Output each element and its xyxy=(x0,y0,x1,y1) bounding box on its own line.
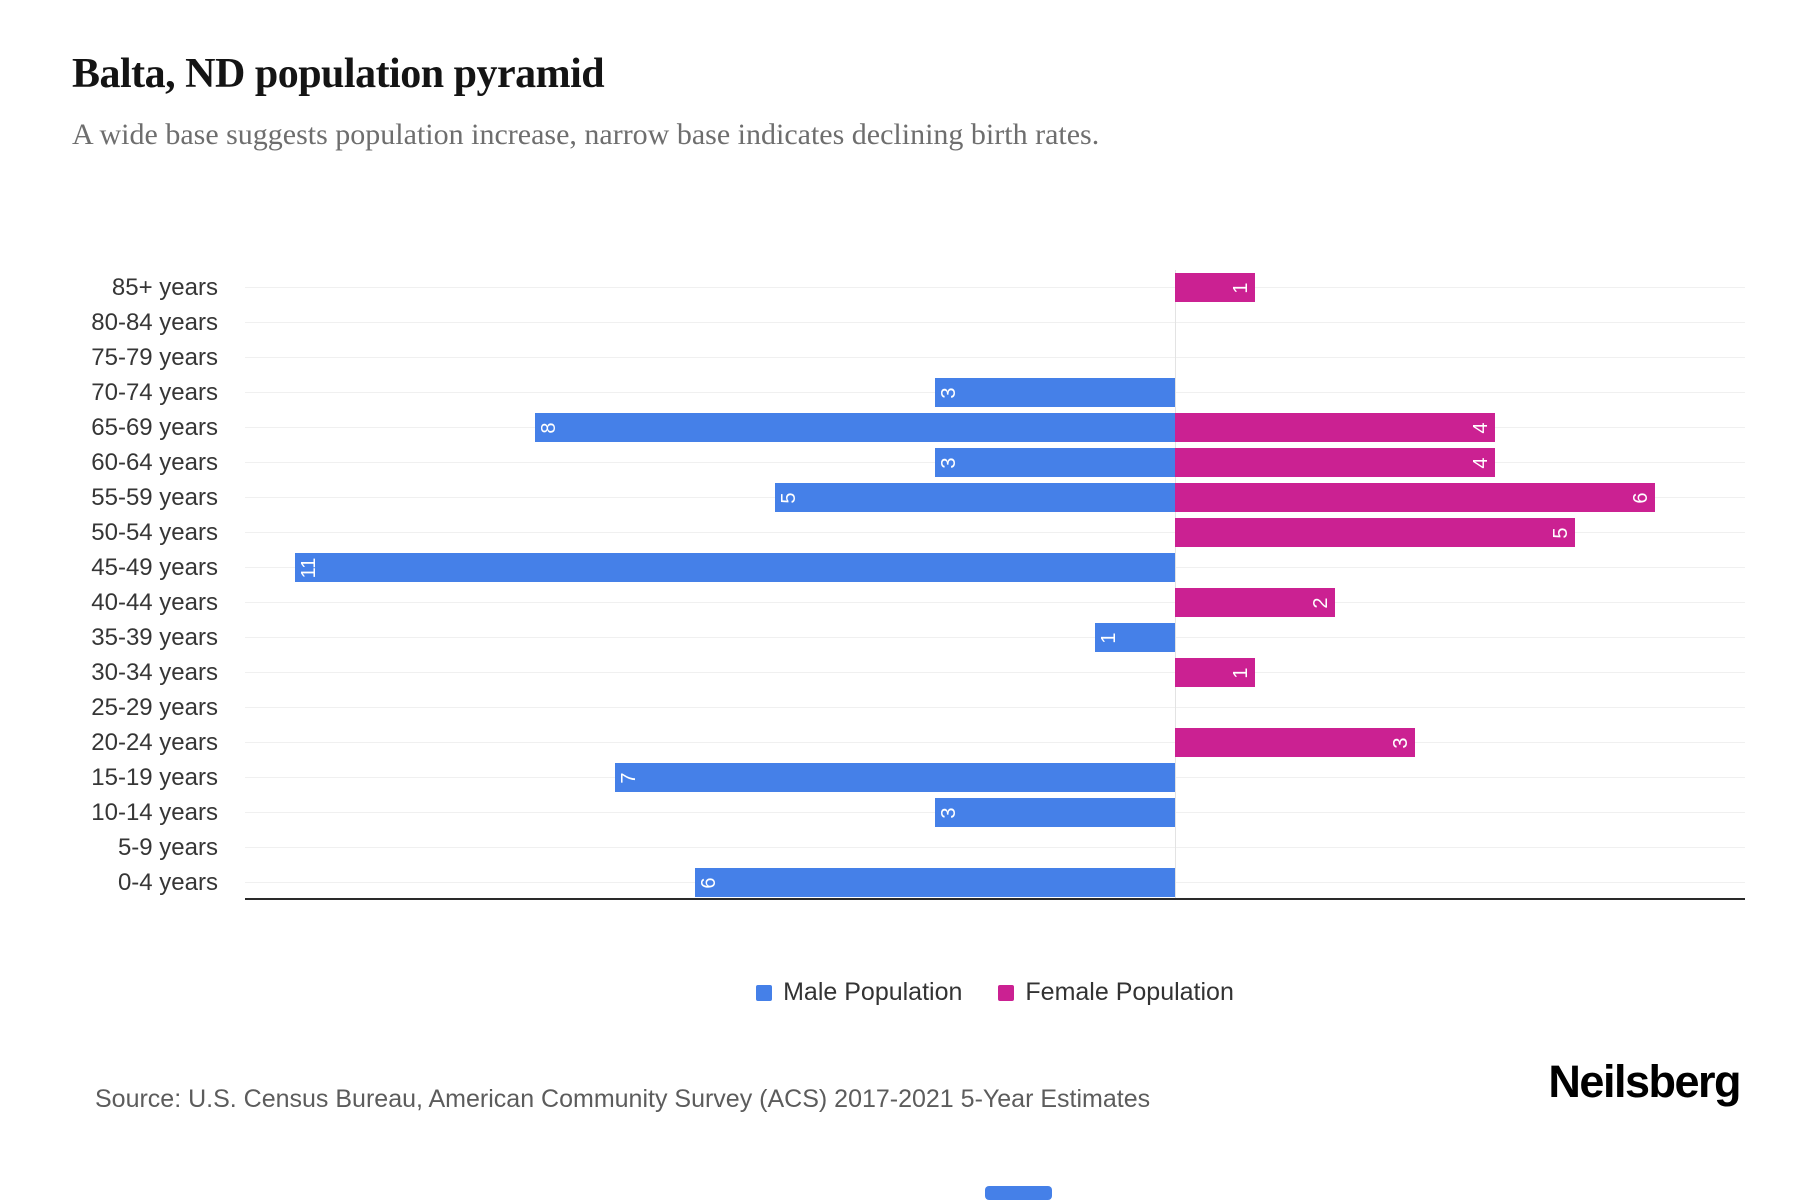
bar-value-label: 1 xyxy=(1098,631,1120,644)
row-gridline xyxy=(245,602,1745,603)
legend-item-female[interactable]: Female Population xyxy=(998,978,1234,1007)
age-label: 60-64 years xyxy=(91,449,218,476)
female-bar[interactable]: 6 xyxy=(1175,483,1655,512)
age-label: 15-19 years xyxy=(91,764,218,791)
male-bar[interactable]: 1 xyxy=(1095,623,1175,652)
age-label: 65-69 years xyxy=(91,414,218,441)
row-gridline xyxy=(245,532,1745,533)
age-label: 55-59 years xyxy=(91,484,218,511)
male-bar[interactable]: 8 xyxy=(535,413,1175,442)
age-label: 0-4 years xyxy=(117,869,218,896)
male-swatch-icon xyxy=(756,984,773,1001)
bar-value-label: 5 xyxy=(1549,526,1572,539)
male-bar[interactable]: 6 xyxy=(695,868,1175,897)
brand-logo[interactable]: Neilsberg xyxy=(1548,1056,1741,1107)
source-text: Source: U.S. Census Bureau, American Com… xyxy=(95,1085,1151,1113)
legend: Male Population Female Population xyxy=(245,978,1745,1007)
female-bar[interactable]: 4 xyxy=(1175,448,1495,477)
bar-value-label: 4 xyxy=(1469,421,1492,434)
female-bar[interactable]: 2 xyxy=(1175,588,1335,617)
row-gridline xyxy=(245,322,1745,323)
male-bar[interactable]: 11 xyxy=(295,553,1175,582)
age-label: 20-24 years xyxy=(91,729,218,756)
row-gridline xyxy=(245,637,1745,638)
row-gridline xyxy=(245,672,1745,673)
male-bar[interactable]: 7 xyxy=(615,763,1175,792)
legend-label-female: Female Population xyxy=(1025,978,1234,1006)
bar-value-label: 2 xyxy=(1309,596,1332,609)
scrollbar-thumb[interactable] xyxy=(985,1186,1052,1200)
bar-value-label: 3 xyxy=(938,806,960,819)
bar-value-label: 11 xyxy=(298,557,321,578)
row-gridline xyxy=(245,287,1745,288)
age-label: 45-49 years xyxy=(91,554,218,581)
bar-value-label: 3 xyxy=(1389,736,1412,749)
age-label: 10-14 years xyxy=(91,799,218,826)
row-gridline xyxy=(245,357,1745,358)
age-label: 35-39 years xyxy=(91,624,218,651)
bar-value-label: 3 xyxy=(938,456,960,469)
male-bar[interactable]: 3 xyxy=(935,798,1175,827)
bar-value-label: 1 xyxy=(1229,281,1252,294)
bar-value-label: 1 xyxy=(1229,666,1252,679)
y-axis-labels: 85+ years 80-84 years 75-79 years 70-74 yea… xyxy=(0,270,218,900)
bar-value-label: 6 xyxy=(1629,491,1652,504)
row-gridline xyxy=(245,847,1745,848)
bar-value-label: 5 xyxy=(778,491,801,504)
male-bar[interactable]: 5 xyxy=(775,483,1175,512)
age-label: 50-54 years xyxy=(91,519,218,546)
male-bar[interactable]: 3 xyxy=(935,378,1175,407)
bar-value-label: 4 xyxy=(1469,456,1492,469)
page-title: Balta, ND population pyramid xyxy=(72,51,605,97)
legend-item-male[interactable]: Male Population xyxy=(756,978,962,1007)
legend-label-male: Male Population xyxy=(783,978,963,1006)
age-label: 85+ years xyxy=(111,274,218,301)
bar-value-label: 8 xyxy=(538,421,561,434)
x-axis-line xyxy=(245,898,1745,900)
row-gridline xyxy=(245,742,1745,743)
bar-value-label: 7 xyxy=(618,771,641,784)
age-label: 25-29 years xyxy=(91,694,218,721)
age-label: 80-84 years xyxy=(91,309,218,336)
female-bar[interactable]: 3 xyxy=(1175,728,1415,757)
bar-value-label: 3 xyxy=(938,386,960,399)
age-label: 75-79 years xyxy=(91,344,218,371)
female-bar[interactable]: 1 xyxy=(1175,273,1255,302)
age-label: 30-34 years xyxy=(91,659,218,686)
age-label: 70-74 years xyxy=(91,379,218,406)
age-label: 40-44 years xyxy=(91,589,218,616)
female-swatch-icon xyxy=(998,984,1015,1001)
row-gridline xyxy=(245,707,1745,708)
plot-area: 1 3 8 4 3 4 5 6 5 11 2 1 1 3 7 3 6 xyxy=(245,270,1745,900)
female-bar[interactable]: 4 xyxy=(1175,413,1495,442)
male-bar[interactable]: 3 xyxy=(935,448,1175,477)
female-bar[interactable]: 1 xyxy=(1175,658,1255,687)
page-subtitle: A wide base suggests population increase… xyxy=(72,118,1100,151)
age-label: 5-9 years xyxy=(117,834,218,861)
zero-axis-line xyxy=(1175,270,1176,900)
female-bar[interactable]: 5 xyxy=(1175,518,1575,547)
bar-value-label: 6 xyxy=(698,876,721,889)
